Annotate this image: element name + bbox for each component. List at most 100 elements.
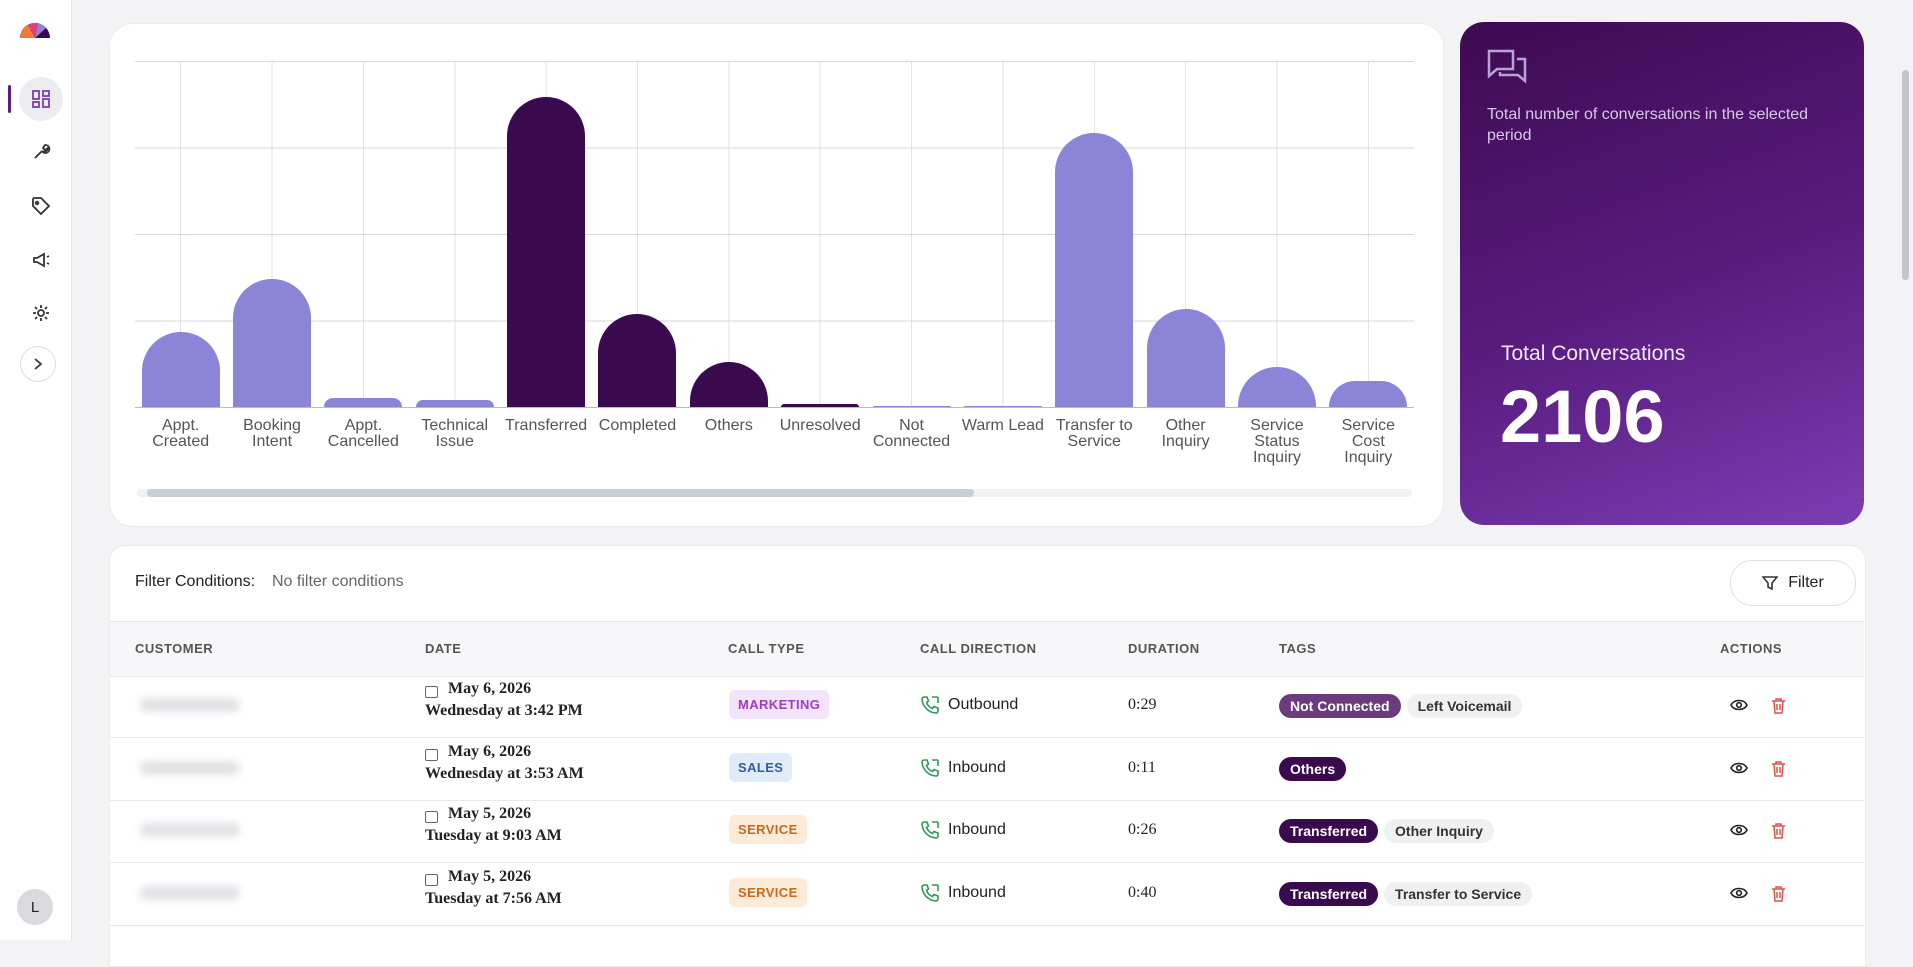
delete-button[interactable] xyxy=(1771,697,1786,719)
delete-button[interactable] xyxy=(1771,822,1786,844)
bar xyxy=(689,362,768,407)
tag: Left Voicemail xyxy=(1406,694,1523,718)
table-header xyxy=(110,621,1864,677)
call-type: SERVICE xyxy=(729,815,807,845)
bar xyxy=(324,398,403,407)
tags: Transferred Other Inquiry xyxy=(1279,819,1500,844)
calendar-icon xyxy=(425,686,438,698)
tag: Others xyxy=(1279,756,1347,781)
column-header: CALL TYPE xyxy=(728,641,805,656)
row-divider xyxy=(110,862,1864,864)
column-header: DATE xyxy=(425,641,462,656)
user-avatar[interactable]: L xyxy=(17,889,53,925)
tag: Other Inquiry xyxy=(1384,819,1494,844)
filter-button[interactable]: Filter xyxy=(1730,560,1856,606)
delete-button[interactable] xyxy=(1771,760,1786,782)
bar xyxy=(507,97,586,407)
bar xyxy=(1237,367,1316,407)
call-type: MARKETING xyxy=(729,690,830,719)
date: May 6, 2026 xyxy=(448,742,532,760)
direction: Inbound xyxy=(948,821,1006,839)
tag: Transferred xyxy=(1279,882,1379,907)
column-header: CALL DIRECTION xyxy=(920,641,1037,656)
sidebar: L xyxy=(0,0,72,940)
call-type: SERVICE xyxy=(729,878,807,908)
plot-area xyxy=(135,61,1414,407)
settings-nav[interactable] xyxy=(19,291,63,335)
x-tick-label: Others xyxy=(704,417,753,434)
logo xyxy=(20,22,50,38)
tags: Others xyxy=(1279,756,1352,781)
bar xyxy=(598,313,677,407)
date: May 6, 2026 xyxy=(448,680,532,697)
column-header: DURATION xyxy=(1128,641,1200,656)
expand-button[interactable] xyxy=(20,346,56,382)
scroll-thumb[interactable] xyxy=(147,489,974,497)
duration: 0:40 xyxy=(1128,884,1157,902)
view-button[interactable] xyxy=(1730,886,1748,905)
bar xyxy=(1055,132,1134,407)
calendar-icon xyxy=(425,748,438,761)
x-tick-label: Not Connected xyxy=(872,417,951,450)
x-tick-label: Other Inquiry xyxy=(1161,417,1210,450)
customer-blurred xyxy=(140,760,240,775)
time: Tuesday at 7:56 AM xyxy=(425,890,562,908)
row-divider xyxy=(110,925,1864,927)
x-tick-label: Service Cost Inquiry xyxy=(1341,417,1395,466)
dashboard-nav[interactable] xyxy=(19,77,63,121)
x-tick-label: Completed xyxy=(598,417,677,434)
tag: Not Connected xyxy=(1279,694,1401,718)
duration: 0:29 xyxy=(1128,696,1157,713)
bar xyxy=(872,405,951,407)
summary-card: Total number of conversations in the sel… xyxy=(1460,22,1864,525)
date: May 5, 2026 xyxy=(448,805,532,823)
tags-nav[interactable] xyxy=(19,184,63,228)
baseline xyxy=(135,407,1414,408)
customer-blurred xyxy=(140,698,240,712)
filter-label: Filter Conditions: xyxy=(135,573,256,590)
bar xyxy=(1146,309,1225,407)
bar xyxy=(781,403,860,407)
tag: Transferred xyxy=(1279,819,1379,844)
tools-nav[interactable] xyxy=(19,130,63,174)
page-scrollbar[interactable] xyxy=(1902,70,1909,280)
chat-icon xyxy=(1487,49,1527,84)
summary-description: Total number of conversations in the sel… xyxy=(1487,106,1809,144)
column-header: ACTIONS xyxy=(1720,641,1782,656)
direction-icon xyxy=(920,758,940,783)
x-tick-label: Appt. Cancelled xyxy=(327,417,399,450)
x-tick-label: Service Status Inquiry xyxy=(1250,417,1304,466)
bar xyxy=(141,331,220,407)
call-type: SALES xyxy=(729,752,793,782)
x-tick-label: Warm Lead xyxy=(961,417,1044,434)
tags: Not Connected Left Voicemail xyxy=(1279,694,1528,718)
view-button[interactable] xyxy=(1730,698,1748,717)
tag: Transfer to Service xyxy=(1384,882,1533,907)
summary-value: 2106 xyxy=(1500,375,1665,458)
view-button[interactable] xyxy=(1730,761,1748,780)
x-tick-label: Appt. Created xyxy=(152,417,210,450)
x-tick-label: Booking Intent xyxy=(243,417,301,450)
table-card xyxy=(109,545,1866,967)
time: Wednesday at 3:42 PM xyxy=(425,702,583,719)
column-header: TAGS xyxy=(1279,641,1317,656)
time: Tuesday at 9:03 AM xyxy=(425,827,562,845)
campaigns-nav[interactable] xyxy=(19,238,63,282)
x-tick-label: Transferred xyxy=(505,417,588,434)
direction: Outbound xyxy=(948,696,1019,713)
direction: Inbound xyxy=(948,884,1006,902)
direction-icon xyxy=(920,695,940,720)
customer-blurred xyxy=(140,823,240,838)
calendar-icon xyxy=(425,874,438,887)
delete-button[interactable] xyxy=(1771,885,1786,907)
view-button[interactable] xyxy=(1730,823,1748,842)
x-tick-label: Unresolved xyxy=(779,417,861,434)
tags: Transferred Transfer to Service xyxy=(1279,882,1538,907)
direction-icon xyxy=(920,883,940,908)
duration: 0:11 xyxy=(1128,758,1156,776)
filter-value: No filter conditions xyxy=(272,573,404,590)
calendar-icon xyxy=(425,811,438,824)
bar xyxy=(415,400,494,407)
filter-button-text: Filter xyxy=(1788,574,1824,591)
row-divider xyxy=(110,737,1864,738)
